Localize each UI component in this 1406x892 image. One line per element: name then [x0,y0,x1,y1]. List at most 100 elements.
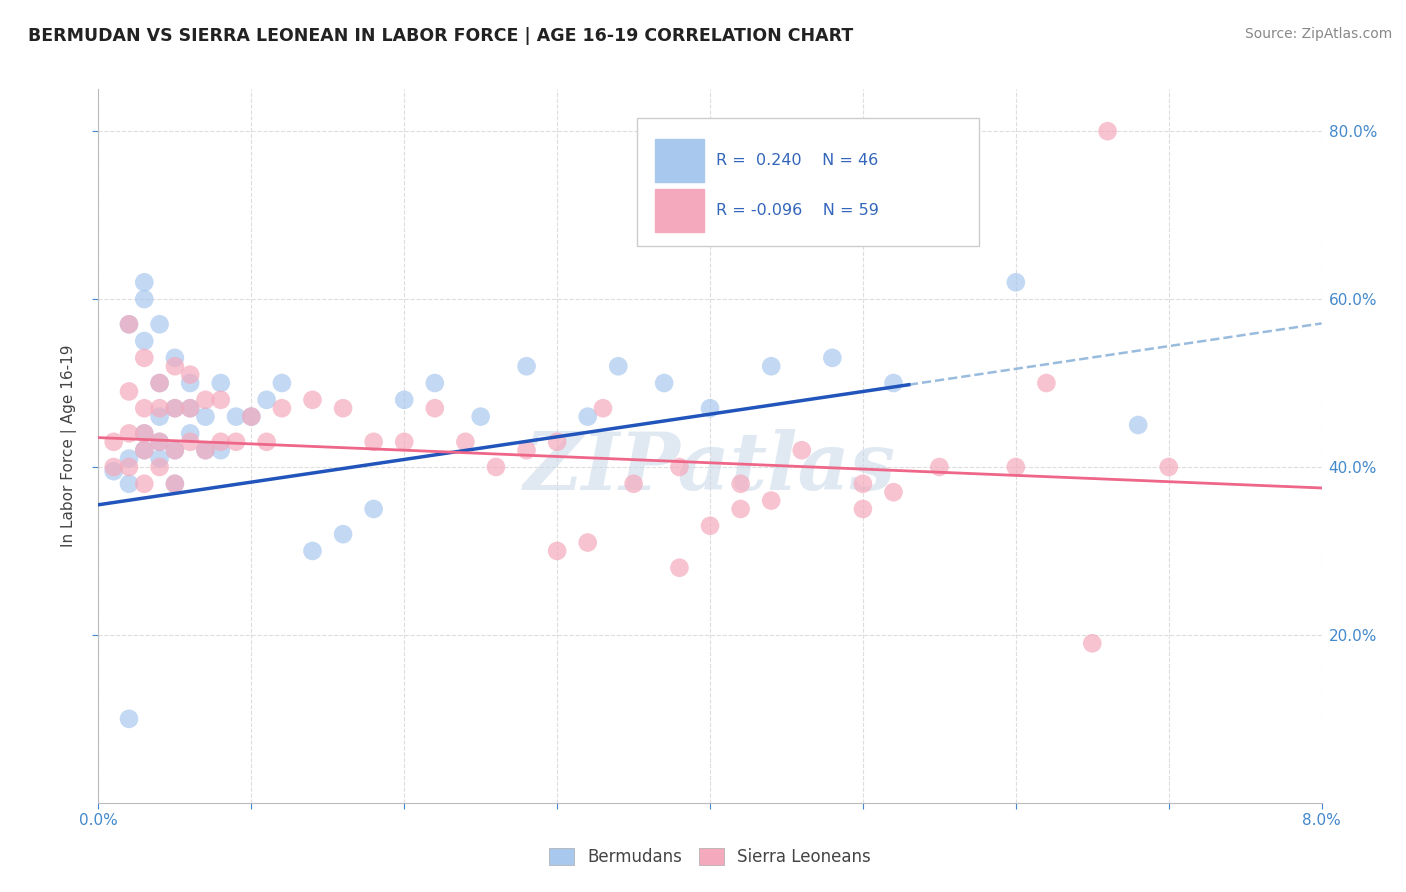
Point [1004,460,1026,475]
Point [118,318,141,332]
Y-axis label: In Labor Force | Age 16-19: In Labor Force | Age 16-19 [60,344,77,548]
Point [730,476,752,491]
Point [118,460,141,475]
Point [134,292,156,306]
Point [179,376,201,390]
Point [209,392,232,407]
Point [209,434,232,449]
Point [1097,124,1119,138]
Point [149,401,172,416]
Point [332,401,354,416]
Point [516,443,538,458]
Point [209,376,232,390]
Point [546,544,568,558]
Point [699,518,721,533]
Point [790,443,813,458]
Bar [655,189,704,232]
Point [103,434,125,449]
Point [623,476,645,491]
Point [332,527,354,541]
Point [256,392,278,407]
Point [821,351,844,365]
Point [194,409,217,424]
Point [546,434,568,449]
Point [363,434,385,449]
Point [730,502,752,516]
Text: ZIPatlas: ZIPatlas [524,429,896,506]
Point [118,712,141,726]
Point [163,443,186,458]
Text: Source: ZipAtlas.com: Source: ZipAtlas.com [1244,27,1392,41]
Point [240,409,263,424]
Point [699,401,721,416]
Bar [655,139,704,182]
Text: BERMUDAN VS SIERRA LEONEAN IN LABOR FORCE | AGE 16-19 CORRELATION CHART: BERMUDAN VS SIERRA LEONEAN IN LABOR FORC… [28,27,853,45]
Point [179,434,201,449]
Point [134,426,156,441]
Point [118,384,141,399]
Point [134,351,156,365]
Point [134,401,156,416]
Point [163,351,186,365]
Point [883,376,905,390]
Point [118,318,141,332]
Point [1157,460,1180,475]
Point [454,434,477,449]
Point [1004,275,1026,289]
Point [163,401,186,416]
Point [103,460,125,475]
Point [1081,636,1104,650]
Point [592,401,614,416]
Point [423,376,446,390]
Point [209,443,232,458]
Point [118,426,141,441]
Point [134,443,156,458]
Point [194,392,217,407]
Point [225,434,247,449]
Point [270,401,294,416]
Text: R = -0.096    N = 59: R = -0.096 N = 59 [716,203,879,218]
Point [392,392,416,407]
Point [149,460,172,475]
Point [118,476,141,491]
Point [363,502,385,516]
Point [607,359,630,374]
FancyBboxPatch shape [637,118,979,246]
Point [194,443,217,458]
Point [149,434,172,449]
Point [163,443,186,458]
Point [1128,417,1150,432]
Point [179,401,201,416]
Point [149,434,172,449]
Point [225,409,247,424]
Point [134,275,156,289]
Point [301,392,323,407]
Point [759,493,782,508]
Point [134,443,156,458]
Point [163,359,186,374]
Point [134,426,156,441]
Point [668,560,690,574]
Point [149,318,172,332]
Point [883,485,905,500]
Point [423,401,446,416]
Point [163,476,186,491]
Point [179,401,201,416]
Point [270,376,294,390]
Point [668,460,690,475]
Point [149,376,172,390]
Point [179,368,201,382]
Point [470,409,492,424]
Point [1035,376,1057,390]
Point [301,544,323,558]
Point [576,409,599,424]
Point [256,434,278,449]
Point [576,535,599,549]
Point [179,426,201,441]
Point [149,451,172,466]
Point [134,334,156,348]
Point [392,434,416,449]
Point [149,376,172,390]
Point [163,401,186,416]
Point [928,460,950,475]
